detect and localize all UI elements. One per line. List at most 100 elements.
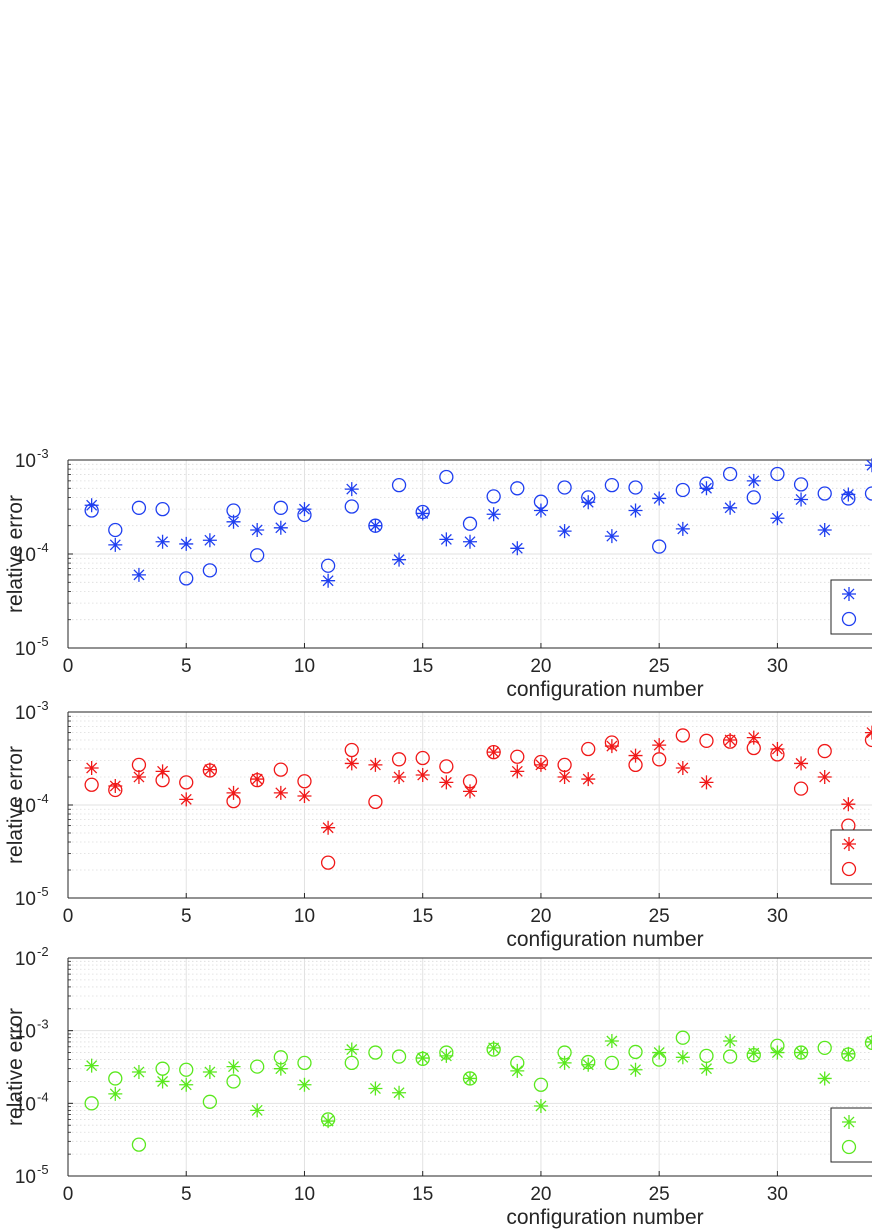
x-tick-label: 15 bbox=[412, 906, 433, 927]
data-point-circle bbox=[722, 466, 738, 482]
data-point-circle bbox=[675, 1030, 690, 1045]
data-point-asterisk bbox=[155, 534, 170, 549]
data-point-asterisk bbox=[463, 784, 477, 799]
data-point-asterisk bbox=[226, 1059, 241, 1074]
data-point-circle bbox=[722, 734, 738, 749]
data-point-circle bbox=[273, 762, 288, 777]
series-circle bbox=[84, 1030, 872, 1152]
data-point-circle bbox=[486, 745, 501, 760]
data-point-circle bbox=[486, 1042, 501, 1057]
data-point-asterisk bbox=[770, 742, 785, 757]
data-point-asterisk bbox=[510, 541, 525, 556]
data-point-asterisk bbox=[746, 730, 761, 745]
y-tick-label: 10 bbox=[15, 889, 36, 910]
data-point-circle bbox=[250, 548, 265, 563]
data-point-circle bbox=[439, 469, 454, 485]
data-point-circle bbox=[84, 777, 99, 792]
data-point-circle bbox=[155, 502, 170, 517]
legend-box bbox=[830, 829, 872, 885]
data-point-circle bbox=[652, 1052, 667, 1067]
y-tick-label: 10 bbox=[15, 796, 36, 817]
x-tick-label: 5 bbox=[181, 656, 192, 677]
x-tick-label: 0 bbox=[63, 656, 74, 677]
data-point-asterisk bbox=[533, 1098, 548, 1113]
data-point-circle bbox=[462, 774, 478, 789]
data-point-asterisk bbox=[392, 1085, 407, 1100]
x-tick-label: 25 bbox=[649, 656, 670, 677]
data-point-asterisk bbox=[628, 503, 643, 518]
data-point-circle bbox=[770, 747, 785, 762]
data-point-asterisk bbox=[297, 788, 312, 803]
legend-marker-circle bbox=[841, 1139, 857, 1155]
data-point-circle bbox=[864, 1035, 872, 1050]
y-tick-label: 10 bbox=[15, 949, 36, 970]
data-point-asterisk bbox=[581, 1057, 596, 1072]
data-point-circle bbox=[557, 480, 572, 495]
data-point-asterisk bbox=[652, 738, 667, 753]
x-tick-label: 30 bbox=[767, 1184, 788, 1205]
data-point-asterisk bbox=[510, 1063, 525, 1078]
data-point-asterisk bbox=[794, 1045, 809, 1060]
data-point-asterisk bbox=[699, 1061, 714, 1076]
series-circle bbox=[84, 728, 872, 870]
data-point-circle bbox=[320, 1112, 336, 1127]
data-point-asterisk bbox=[84, 498, 99, 513]
data-point-circle bbox=[297, 507, 312, 523]
data-point-circle bbox=[581, 1054, 596, 1070]
x-axis-label: configuration number bbox=[506, 1206, 703, 1229]
legend bbox=[830, 1107, 872, 1163]
data-point-circle bbox=[557, 1045, 572, 1060]
data-point-asterisk bbox=[463, 534, 477, 549]
x-tick-label: 5 bbox=[181, 1184, 192, 1205]
data-point-asterisk bbox=[368, 757, 383, 772]
data-point-circle bbox=[131, 500, 147, 515]
x-tick-label: 25 bbox=[649, 906, 670, 927]
legend-marker-circle bbox=[841, 861, 857, 877]
y-tick-label: 10 bbox=[15, 1167, 36, 1188]
data-point-circle bbox=[770, 466, 785, 482]
data-point-asterisk bbox=[533, 503, 548, 518]
data-point-asterisk bbox=[628, 1062, 643, 1077]
data-point-circle bbox=[108, 1071, 123, 1086]
data-point-asterisk bbox=[368, 518, 383, 533]
data-point-asterisk bbox=[321, 1114, 336, 1129]
data-point-circle bbox=[817, 743, 832, 759]
y-tick-label: 10 bbox=[15, 451, 36, 472]
legend-marker-asterisk bbox=[842, 837, 856, 851]
data-point-asterisk bbox=[131, 567, 146, 582]
series-circle bbox=[84, 466, 872, 586]
x-tick-label: 10 bbox=[294, 1184, 315, 1205]
data-point-asterisk bbox=[250, 523, 265, 538]
data-point-circle bbox=[344, 499, 359, 514]
data-point-circle bbox=[415, 504, 430, 520]
y-tick-exponent: -4 bbox=[37, 540, 49, 555]
data-point-circle bbox=[533, 494, 549, 509]
data-point-circle bbox=[817, 486, 832, 501]
data-point-circle bbox=[368, 1045, 383, 1060]
legend-marker-circle bbox=[841, 611, 857, 627]
data-point-circle bbox=[841, 1047, 856, 1062]
y-tick-exponent: -4 bbox=[37, 1089, 49, 1104]
y-tick-exponent: -4 bbox=[37, 791, 49, 806]
data-point-circle bbox=[439, 759, 454, 774]
data-point-circle bbox=[533, 1077, 549, 1092]
data-point-asterisk bbox=[699, 481, 714, 496]
data-point-circle bbox=[604, 1055, 620, 1071]
x-tick-label: 30 bbox=[767, 906, 788, 927]
data-point-circle bbox=[652, 752, 667, 767]
data-point-asterisk bbox=[675, 760, 690, 775]
data-point-asterisk bbox=[557, 770, 572, 785]
data-point-circle bbox=[108, 782, 123, 798]
data-point-circle bbox=[273, 500, 288, 515]
data-point-asterisk bbox=[439, 532, 454, 547]
plot-area bbox=[68, 958, 872, 1176]
data-point-circle bbox=[864, 732, 872, 748]
data-point-circle bbox=[699, 476, 714, 491]
data-point-asterisk bbox=[723, 1034, 738, 1049]
data-point-asterisk bbox=[202, 1064, 217, 1079]
data-point-asterisk bbox=[841, 797, 856, 812]
x-tick-label: 20 bbox=[530, 656, 551, 677]
data-point-asterisk bbox=[557, 524, 572, 539]
data-point-asterisk bbox=[84, 760, 99, 775]
